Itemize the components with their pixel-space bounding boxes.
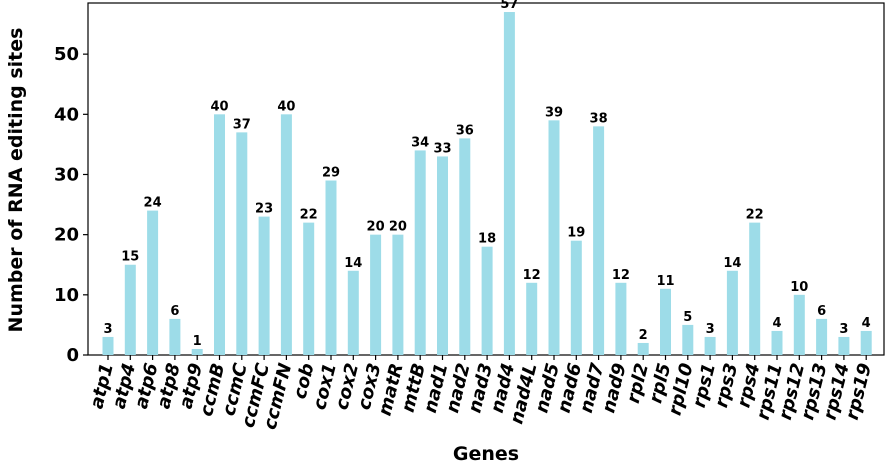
data-label-nad4L: 12 [523, 268, 541, 283]
y-tick-label: 30 [54, 164, 79, 185]
bar-rps11 [771, 330, 783, 355]
bar-atp1 [102, 336, 114, 355]
data-label-ccmB: 40 [210, 99, 228, 114]
data-label-rps4: 22 [746, 208, 764, 223]
data-label-atp4: 15 [121, 250, 139, 265]
bar-nad9 [615, 282, 627, 355]
bar-cox1 [325, 180, 337, 355]
bar-ccmFN [280, 114, 292, 355]
data-label-atp1: 3 [103, 322, 112, 337]
x-axis-title: Genes [453, 443, 519, 463]
bar-nad7 [593, 126, 605, 355]
bar-atp4 [124, 264, 136, 355]
data-label-rps11: 4 [772, 316, 781, 331]
data-label-atp9: 1 [193, 334, 202, 349]
bar-mttB [414, 150, 426, 355]
data-label-mttB: 34 [411, 135, 429, 150]
bar-atp8 [169, 318, 181, 355]
bar-rps12 [793, 294, 805, 355]
bar-rpl2 [637, 342, 649, 355]
bar-atp9 [191, 348, 203, 355]
data-label-rps1: 3 [706, 322, 715, 337]
bar-cob [303, 222, 315, 355]
data-label-ccmFC: 23 [255, 202, 273, 217]
data-label-rps19: 4 [862, 316, 871, 331]
data-label-rps3: 14 [723, 256, 741, 271]
bars-group [102, 12, 872, 356]
y-axis-title: Number of RNA editing sites [5, 28, 27, 333]
data-label-rps13: 6 [817, 304, 826, 319]
bar-nad1 [437, 156, 448, 355]
y-axis: 0 10 20 30 40 50 [54, 44, 88, 366]
bar-rpl10 [682, 324, 694, 355]
bar-ccmFC [258, 216, 270, 355]
data-label-rpl5: 11 [656, 274, 674, 289]
data-label-nad9: 12 [612, 268, 630, 283]
data-label-nad5: 39 [545, 105, 563, 120]
data-label-cox3: 20 [367, 220, 385, 235]
y-tick-label: 0 [66, 345, 79, 366]
data-label-cox1: 29 [322, 166, 340, 181]
y-tick-label: 40 [54, 104, 79, 125]
bar-matR [392, 234, 404, 355]
data-label-rps12: 10 [790, 280, 808, 295]
bar-rps1 [704, 336, 716, 355]
bar-nad6 [570, 240, 582, 355]
data-label-nad7: 38 [590, 111, 608, 126]
bar-ccmB [214, 114, 225, 355]
data-label-nad1: 33 [433, 141, 451, 156]
bar-atp6 [147, 210, 159, 355]
x-axis: atp1atp4atp6atp8atp9ccmBccmCccmFCccmFNco… [86, 355, 876, 432]
data-label-rps14: 3 [839, 322, 848, 337]
bar-cox3 [370, 234, 382, 355]
data-label-nad4: 57 [500, 0, 518, 12]
bar-rps14 [838, 336, 850, 355]
y-tick-label: 20 [54, 225, 79, 246]
bar-rps13 [816, 318, 828, 355]
bar-rpl5 [660, 288, 671, 355]
bar-nad4 [503, 12, 515, 356]
bar-cox2 [347, 270, 359, 355]
data-label-ccmC: 37 [233, 117, 251, 132]
bar-nad3 [481, 246, 493, 355]
data-label-atp8: 6 [170, 304, 179, 319]
data-label-nad6: 19 [567, 226, 585, 241]
bar-ccmC [236, 132, 248, 355]
data-label-nad2: 36 [456, 123, 474, 138]
data-label-atp6: 24 [144, 196, 162, 211]
data-label-matR: 20 [389, 220, 407, 235]
bar-rps4 [749, 222, 761, 355]
bar-rps19 [860, 330, 872, 355]
bar-nad2 [459, 138, 471, 355]
data-label-rpl10: 5 [683, 310, 692, 325]
data-label-rpl2: 2 [639, 328, 648, 343]
bar-rps3 [726, 270, 738, 355]
data-label-ccmFN: 40 [277, 99, 295, 114]
bar-nad4L [526, 282, 538, 355]
y-tick-label: 10 [54, 285, 79, 306]
bar-nad5 [548, 120, 560, 355]
data-label-cob: 22 [300, 208, 318, 223]
y-tick-label: 50 [54, 44, 79, 65]
data-label-nad3: 18 [478, 232, 496, 247]
data-label-cox2: 14 [344, 256, 362, 271]
